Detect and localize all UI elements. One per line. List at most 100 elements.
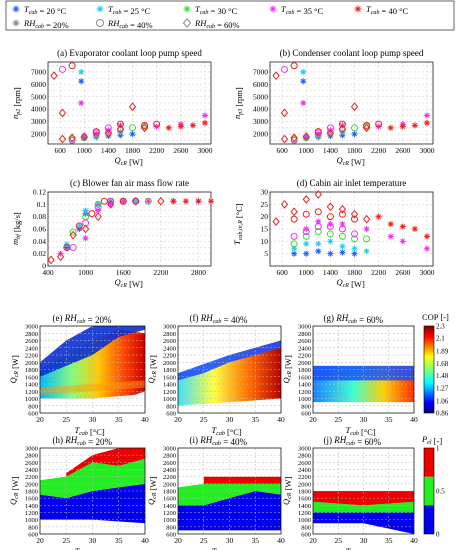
- panel-title: (b) Condenser coolant loop pump speed: [280, 48, 424, 58]
- x-tick-label: 600: [54, 146, 66, 155]
- var-span: T: [75, 425, 81, 435]
- marker-stroke: [412, 122, 418, 128]
- data-point: [290, 136, 298, 144]
- data-point: [195, 198, 202, 205]
- y-tick-label: 0.12: [33, 188, 46, 197]
- legend-marker: [182, 18, 192, 28]
- text-span: [W]: [283, 355, 293, 371]
- y-tick-label: 1000: [25, 396, 38, 403]
- y-tick-label: 2400: [25, 467, 38, 474]
- data-point: [116, 120, 124, 128]
- y-tick-label: 3000: [298, 446, 311, 453]
- x-tick-label: 3000: [419, 268, 434, 277]
- x-tick-label: 25: [335, 536, 343, 545]
- y-tick-label: 1600: [25, 496, 38, 503]
- x-tick-label: 25: [63, 536, 71, 545]
- legend-label: Tcab = 20 °C: [24, 4, 66, 16]
- data-point: [387, 221, 394, 228]
- panel-title: (e) RHcab = 20%: [53, 313, 112, 325]
- text-span: = 20%: [86, 437, 113, 447]
- y-tick-label: 800: [28, 403, 38, 410]
- legend-label: RHcab = 20%: [23, 18, 69, 30]
- data-point: [338, 225, 346, 233]
- data-point: [339, 221, 346, 228]
- marker-stroke: [300, 69, 306, 75]
- plot-frame: [39, 325, 146, 414]
- colorbar-band: [424, 448, 434, 477]
- colorbar-tick-label: 1.68: [436, 360, 449, 368]
- x-tick-label: 25: [200, 536, 208, 545]
- x-tick-label: 1000: [78, 268, 93, 277]
- x-tick-label: 20: [174, 415, 182, 424]
- var-span: RH: [107, 18, 120, 28]
- legend-label: RHcab = 60%: [194, 18, 240, 30]
- text-span: [°C]: [359, 427, 376, 437]
- panel-title: (a) Evaporator coolant loop pump speed: [57, 48, 202, 58]
- data-point: [182, 198, 189, 205]
- marker-stroke: [291, 251, 297, 257]
- data-point: [69, 228, 77, 236]
- marker-stroke: [339, 249, 345, 255]
- y-tick-label: 3000: [298, 324, 311, 331]
- marker-stroke: [376, 214, 382, 220]
- y-tick-label: 3000: [25, 324, 38, 331]
- sub-span: cab: [371, 10, 380, 16]
- sub-span: cab: [200, 10, 209, 16]
- data-point: [326, 129, 335, 138]
- text-span: COP [-]: [422, 312, 449, 322]
- sub-span: cab: [113, 10, 122, 16]
- y-tick-label: 3000: [163, 446, 176, 453]
- panel-title: (j) RHcab = 60%: [324, 435, 382, 447]
- marker-stroke: [196, 198, 201, 204]
- sub-span: cab: [346, 441, 355, 447]
- data-point: [145, 198, 152, 205]
- data-point: [69, 230, 77, 240]
- data-point: [338, 120, 346, 128]
- sub-span: cab: [213, 319, 222, 325]
- data-point: [291, 245, 298, 252]
- plot-frame: [269, 191, 434, 267]
- data-point: [387, 233, 394, 240]
- colorbar-tick-label: 0: [436, 531, 440, 539]
- sub-span: cR: [287, 492, 293, 499]
- marker-stroke: [178, 124, 184, 130]
- text-span: [W]: [349, 279, 365, 289]
- x-tick-label: 1000: [299, 146, 314, 155]
- marker-stroke: [300, 78, 306, 84]
- data-point: [314, 223, 322, 231]
- text-span: (e): [53, 313, 65, 323]
- marker-stroke: [315, 241, 321, 247]
- marker-stroke: [339, 221, 345, 227]
- colorbar-tick-label: 1.27: [436, 385, 449, 393]
- x-tick-label: 40: [277, 415, 285, 424]
- x-tick-label: 400: [42, 268, 54, 277]
- marker-stroke: [202, 120, 208, 126]
- y-tick-label: 1000: [163, 396, 176, 403]
- marker-stroke: [400, 238, 406, 244]
- text-span: [°C]: [88, 548, 105, 550]
- data-point: [326, 124, 334, 132]
- legend-marker: [96, 5, 104, 13]
- colorbar-tick-label: 0.86: [436, 410, 449, 418]
- legend-marker: [183, 5, 191, 13]
- marker-stroke: [83, 235, 89, 241]
- text-span: (i): [190, 435, 201, 445]
- colorbar-frame: [423, 325, 435, 414]
- y-tick-label: 1400: [25, 382, 38, 389]
- x-tick-label: 30: [89, 415, 97, 424]
- marker-stroke: [352, 251, 357, 257]
- var-span: m: [10, 239, 20, 245]
- y-tick-label: 600: [28, 532, 38, 539]
- marker-stroke: [78, 100, 84, 106]
- x-tick-label: 20: [309, 415, 317, 424]
- x-tick-label: 35: [385, 536, 393, 545]
- marker-stroke: [154, 124, 160, 130]
- y-tick-label: 800: [301, 524, 311, 531]
- data-point: [280, 65, 288, 73]
- colorbar-label: COP [-]: [422, 312, 449, 322]
- var-span: Q: [8, 499, 18, 505]
- y-tick-label: 5000: [253, 92, 268, 101]
- data-point: [290, 240, 298, 248]
- var-span: RH: [64, 313, 77, 323]
- var-span: T: [24, 4, 30, 14]
